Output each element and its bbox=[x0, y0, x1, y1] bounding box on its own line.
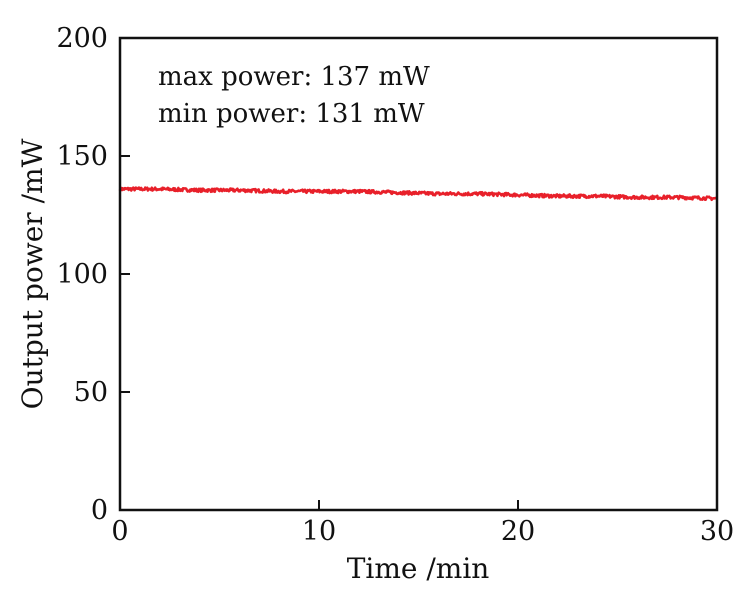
x-tick-label: 30 bbox=[700, 516, 734, 547]
y-axis-title: Output power /mW bbox=[16, 138, 49, 409]
annotation-min-power: min power: 131 mW bbox=[158, 99, 425, 129]
tick-labels: 0 10 20 30 0 50 100 150 200 bbox=[56, 23, 734, 547]
plot-series bbox=[118, 186, 718, 202]
annotation-max-power: max power: 137 mW bbox=[158, 62, 430, 92]
y-tick-label: 0 bbox=[91, 495, 108, 526]
x-tick-label: 20 bbox=[501, 516, 535, 547]
y-tick-label: 200 bbox=[56, 23, 108, 54]
y-tick-label: 100 bbox=[56, 259, 108, 290]
y-tick-label: 150 bbox=[56, 141, 108, 172]
axis-ticks bbox=[119, 37, 718, 511]
series-line bbox=[118, 186, 718, 202]
x-tick-label: 0 bbox=[111, 516, 128, 547]
x-tick-label: 10 bbox=[302, 516, 336, 547]
y-tick-label: 50 bbox=[74, 377, 108, 408]
x-axis-title: Time /min bbox=[347, 552, 490, 585]
